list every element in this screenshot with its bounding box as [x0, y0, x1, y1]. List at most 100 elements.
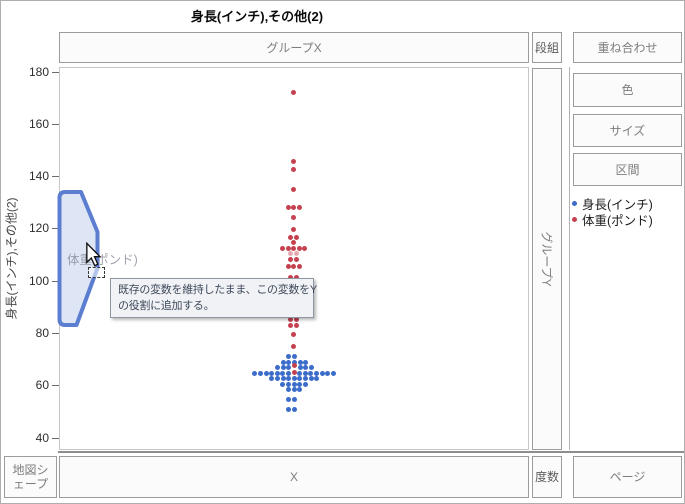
drop-zone-x[interactable]: X — [59, 456, 529, 498]
data-point[interactable] — [297, 376, 303, 381]
data-point[interactable] — [296, 204, 302, 210]
data-point[interactable] — [291, 263, 297, 269]
data-point[interactable] — [291, 344, 297, 349]
data-point[interactable] — [325, 370, 331, 376]
drop-zone-color[interactable]: 色 — [573, 73, 682, 107]
data-point[interactable] — [302, 381, 308, 387]
data-point[interactable] — [269, 370, 275, 376]
data-point[interactable] — [314, 370, 319, 376]
data-point[interactable] — [291, 89, 297, 95]
data-point[interactable] — [291, 186, 297, 192]
data-point[interactable] — [292, 406, 297, 412]
data-point[interactable] — [297, 387, 303, 392]
data-point[interactable] — [286, 396, 292, 402]
data-point[interactable] — [308, 365, 314, 370]
data-point[interactable] — [291, 166, 297, 172]
drop-zone-freq[interactable]: 度数 — [532, 456, 562, 498]
drop-zone-x-label: X — [289, 470, 298, 484]
data-point[interactable] — [288, 234, 294, 240]
data-point[interactable] — [294, 322, 299, 328]
data-point[interactable] — [292, 354, 297, 359]
data-point[interactable] — [291, 226, 297, 232]
data-point[interactable] — [292, 359, 297, 365]
data-point[interactable] — [269, 376, 275, 381]
data-point[interactable] — [296, 245, 302, 251]
data-point[interactable] — [286, 376, 292, 381]
data-point[interactable] — [286, 381, 291, 387]
data-point[interactable] — [296, 263, 302, 269]
data-point[interactable] — [275, 365, 281, 370]
data-point[interactable] — [286, 387, 292, 392]
data-point[interactable] — [286, 365, 292, 370]
data-point[interactable] — [285, 204, 291, 210]
y-drop-zone-highlight[interactable] — [51, 184, 111, 336]
data-point[interactable] — [252, 370, 258, 376]
data-point[interactable] — [285, 263, 291, 269]
data-point[interactable] — [285, 245, 291, 251]
data-point[interactable] — [263, 370, 269, 376]
data-point[interactable] — [303, 365, 309, 370]
drop-zone-page-break-label: 段組 — [534, 40, 559, 55]
data-point[interactable] — [297, 381, 303, 387]
data-point[interactable] — [286, 406, 292, 412]
data-point[interactable] — [308, 376, 314, 381]
data-point[interactable] — [303, 376, 308, 381]
data-point[interactable] — [291, 376, 297, 381]
data-point[interactable] — [308, 370, 314, 376]
data-point[interactable] — [288, 251, 294, 256]
legend-label-height: 身長(インチ) — [582, 198, 653, 212]
data-point[interactable] — [291, 204, 297, 210]
data-point[interactable] — [280, 359, 286, 365]
data-point[interactable] — [319, 370, 325, 376]
data-point[interactable] — [291, 387, 297, 392]
drop-zone-map-shape[interactable]: 地図シェープ — [4, 456, 57, 498]
data-point[interactable] — [297, 365, 303, 370]
data-point[interactable] — [286, 370, 291, 376]
data-point[interactable] — [294, 317, 299, 322]
data-point[interactable] — [291, 381, 297, 387]
legend-item-weight[interactable]: 体重(ポンド) — [572, 210, 653, 229]
legend-item-height[interactable]: 身長(インチ) — [572, 194, 653, 213]
data-point[interactable] — [291, 240, 297, 245]
data-point[interactable] — [280, 365, 286, 370]
data-point[interactable] — [288, 256, 294, 262]
data-point[interactable] — [288, 275, 294, 280]
drop-zone-size-label: サイズ — [609, 123, 646, 138]
data-point[interactable] — [297, 370, 303, 376]
data-point[interactable] — [291, 158, 297, 164]
data-point[interactable] — [275, 376, 280, 381]
data-point[interactable] — [314, 376, 320, 381]
data-point[interactable] — [286, 359, 292, 365]
data-point[interactable] — [274, 370, 280, 376]
data-point[interactable] — [294, 256, 299, 262]
drop-zone-page[interactable]: ページ — [573, 456, 682, 498]
data-point[interactable] — [302, 245, 308, 251]
drop-zone-interval[interactable]: 区間 — [573, 153, 682, 186]
data-point[interactable] — [294, 251, 299, 256]
data-point[interactable] — [294, 234, 299, 240]
data-point[interactable] — [291, 214, 297, 220]
data-point[interactable] — [291, 245, 297, 251]
data-point[interactable] — [294, 275, 299, 280]
drop-zone-group-y[interactable]: グループY — [532, 68, 562, 450]
data-point[interactable] — [302, 370, 308, 376]
data-point[interactable] — [291, 370, 297, 376]
data-point[interactable] — [280, 245, 285, 251]
data-point[interactable] — [280, 376, 286, 381]
drop-zone-size[interactable]: サイズ — [573, 114, 682, 147]
drop-zone-overlay[interactable]: 重ね合わせ — [573, 32, 682, 63]
data-point[interactable] — [330, 370, 336, 376]
data-point[interactable] — [303, 359, 309, 365]
drop-zone-page-break[interactable]: 段組 — [532, 32, 562, 63]
data-point[interactable] — [291, 332, 297, 337]
data-point[interactable] — [280, 381, 286, 387]
drop-zone-group-x[interactable]: グループX — [59, 32, 529, 63]
data-point[interactable] — [288, 322, 294, 328]
data-point[interactable] — [291, 362, 297, 368]
data-point[interactable] — [292, 396, 297, 402]
data-point[interactable] — [288, 317, 294, 322]
data-point[interactable] — [258, 370, 263, 376]
data-point[interactable] — [297, 359, 303, 365]
data-point[interactable] — [286, 354, 292, 359]
data-point[interactable] — [280, 370, 286, 376]
